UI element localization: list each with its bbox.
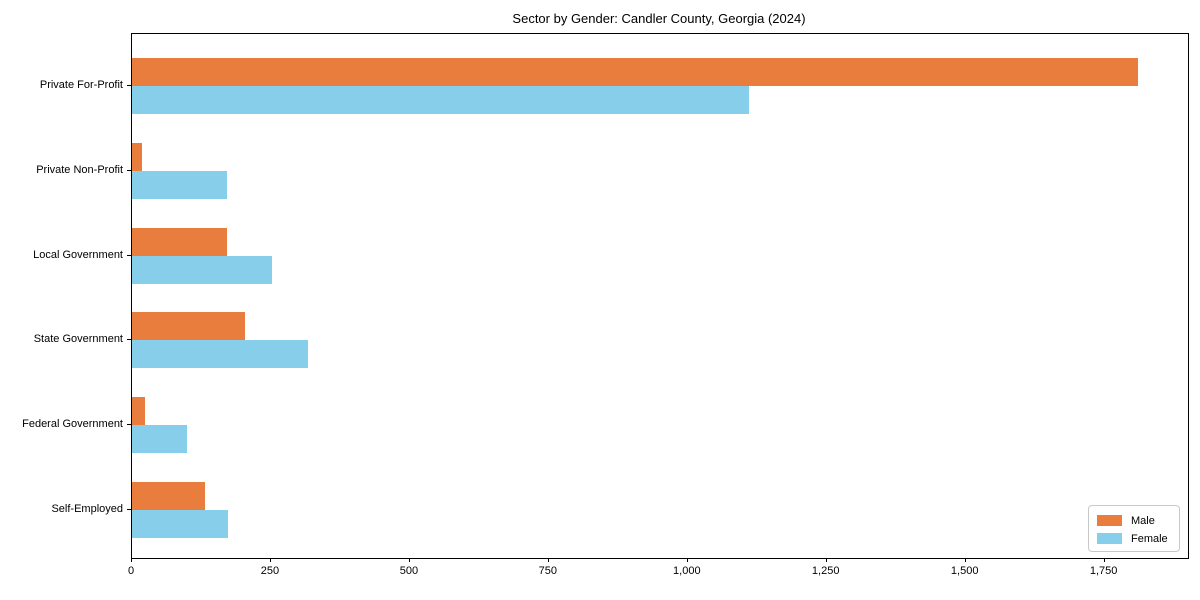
legend-swatch-male: [1097, 515, 1122, 526]
x-axis-tick-label: 1,000: [673, 565, 701, 577]
x-tick-mark: [686, 558, 688, 562]
y-tick-mark: [127, 509, 131, 510]
y-axis-category-label: Federal Government: [22, 418, 123, 431]
x-tick-mark: [547, 558, 549, 562]
y-tick-mark: [127, 254, 131, 256]
x-axis-tick-label: 1,750: [1089, 565, 1118, 577]
x-axis-tick-label: 0: [127, 565, 135, 577]
female-bar: [132, 510, 229, 538]
legend-swatch-female: [1097, 533, 1122, 544]
x-axis-tick-label: 500: [399, 565, 419, 577]
male-bar: [132, 312, 245, 341]
male-bar: [132, 227, 227, 256]
male-bar: [132, 142, 142, 171]
x-tick-mark: [825, 558, 827, 562]
plot-area: [131, 33, 1189, 559]
female-bar: [132, 340, 309, 369]
female-bar: [132, 86, 749, 114]
legend-label: Female: [1131, 532, 1168, 545]
x-axis-tick-label: 1,500: [950, 565, 979, 577]
legend-label: Male: [1131, 514, 1155, 527]
x-axis-tick-label: 1,250: [811, 565, 840, 577]
chart-title: Sector by Gender: Candler County, Georgi…: [512, 11, 806, 26]
legend-item-female: Female: [1097, 531, 1171, 546]
x-axis-tick-label: 750: [538, 565, 557, 577]
y-axis-category-label: Self-Employed: [51, 503, 123, 515]
x-tick-mark: [964, 558, 966, 562]
male-bar: [132, 482, 206, 510]
y-tick-mark: [127, 424, 131, 426]
y-tick-mark: [127, 85, 131, 86]
y-axis-category-label: Local Government: [33, 248, 123, 261]
legend-item-male: Male: [1097, 513, 1171, 528]
y-tick-mark: [127, 339, 131, 341]
x-tick-mark: [408, 558, 410, 562]
female-bar: [132, 425, 187, 454]
y-axis-category-label: State Government: [33, 333, 123, 346]
x-tick-mark: [131, 558, 132, 562]
female-bar: [132, 170, 227, 199]
legend: Male Female: [1088, 505, 1180, 552]
male-bar: [132, 58, 1138, 86]
x-tick-mark: [269, 558, 271, 562]
x-tick-mark: [1103, 558, 1105, 562]
female-bar: [132, 255, 273, 284]
y-axis-category-label: Private Non-Profit: [36, 163, 123, 176]
y-axis-category-label: Private For-Profit: [39, 79, 123, 91]
x-axis-tick-label: 250: [260, 565, 280, 577]
y-tick-mark: [127, 169, 131, 171]
male-bar: [132, 397, 146, 426]
